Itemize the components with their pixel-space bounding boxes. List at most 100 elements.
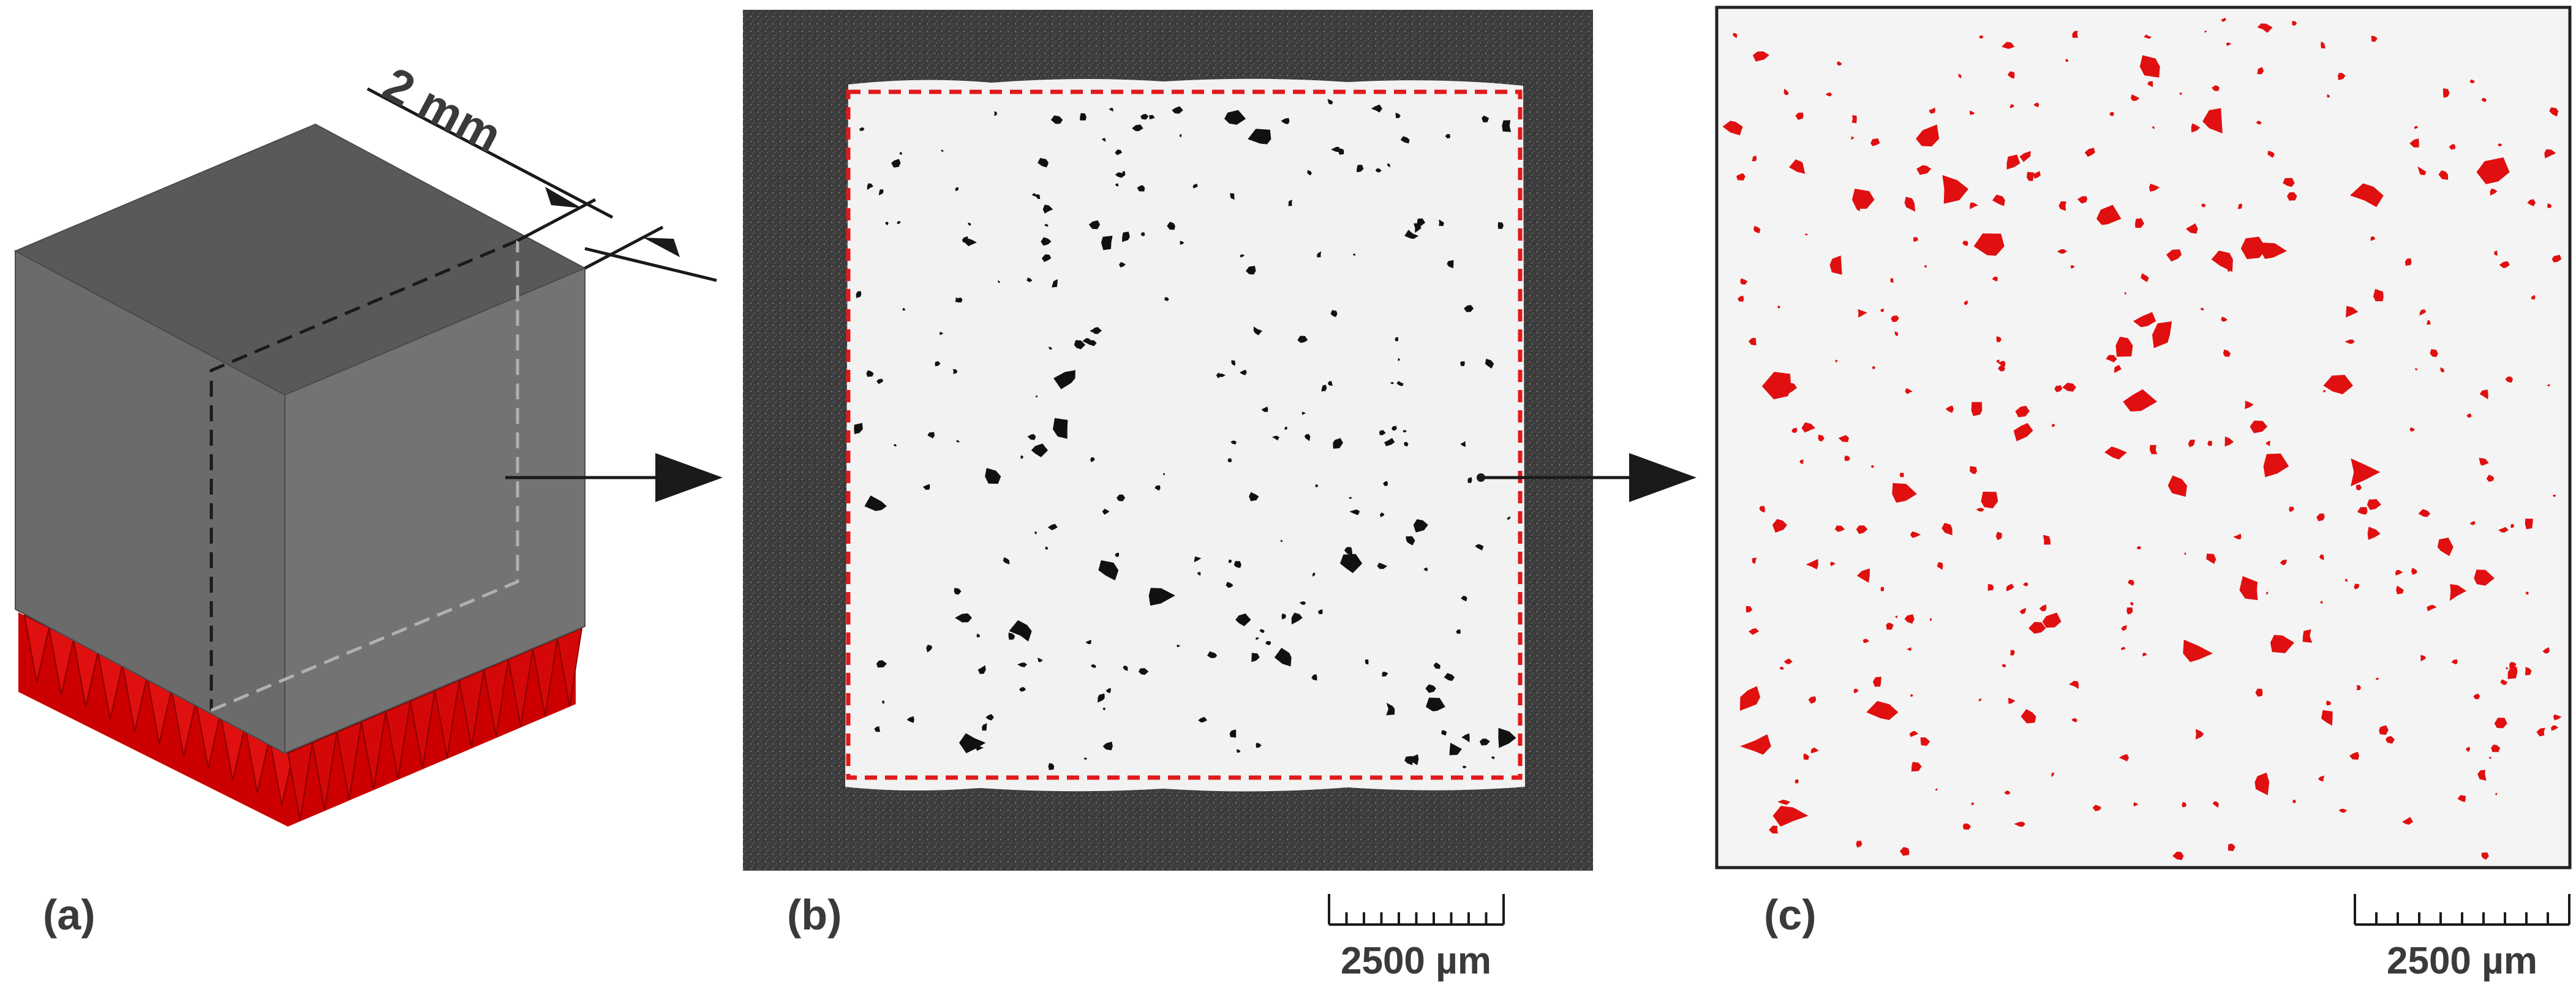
pore — [1047, 524, 1058, 530]
pore — [1970, 466, 1977, 475]
pore — [1464, 305, 1474, 312]
pore — [956, 440, 960, 443]
pore — [1102, 707, 1105, 710]
pore — [2551, 725, 2559, 731]
pore — [2451, 659, 2458, 665]
pore — [893, 444, 897, 447]
pore — [1164, 297, 1169, 301]
pore — [2292, 800, 2296, 803]
pore — [2323, 375, 2353, 394]
pore — [2008, 697, 2016, 704]
pore — [1271, 435, 1279, 441]
panel-c: (c) 2500 µm — [1715, 6, 2572, 982]
pore — [1230, 440, 1237, 445]
pore — [2375, 677, 2379, 680]
pore — [2201, 203, 2206, 208]
pores-dark — [854, 99, 1516, 770]
pore — [1177, 644, 1181, 648]
pore — [2135, 218, 2144, 228]
pore — [1375, 168, 1382, 173]
pore — [1395, 113, 1401, 118]
pore — [2349, 183, 2384, 208]
pore — [2147, 81, 2153, 88]
pore — [1425, 684, 1436, 693]
pore — [1048, 763, 1055, 770]
pore — [1074, 340, 1086, 350]
pore — [1085, 639, 1091, 644]
pore — [1038, 158, 1049, 168]
pore — [1789, 159, 1806, 174]
pore — [1945, 405, 1954, 413]
pore — [1338, 148, 1344, 155]
pore — [2183, 639, 2213, 662]
pore — [1907, 647, 1911, 651]
pore — [1447, 260, 1454, 269]
pore — [1924, 265, 1927, 268]
pore — [866, 370, 874, 377]
pore — [1315, 484, 1319, 487]
pore — [2326, 700, 2332, 706]
pore — [1935, 788, 1938, 791]
pore — [1737, 295, 1744, 302]
pore — [1321, 385, 1327, 392]
pore — [1224, 110, 1246, 125]
pore — [998, 280, 1000, 283]
pore — [2346, 306, 2359, 318]
pore — [2027, 171, 2035, 181]
pore — [1080, 113, 1087, 121]
pore — [2327, 94, 2330, 98]
pore — [1461, 596, 1467, 602]
pore — [1856, 525, 1868, 535]
pore — [2396, 585, 2404, 595]
pore — [2221, 17, 2226, 22]
pore — [1265, 641, 1271, 645]
pore — [1971, 802, 1975, 806]
pore — [864, 495, 887, 511]
pore — [2367, 527, 2381, 540]
pore — [1052, 279, 1058, 288]
pore — [1899, 472, 1904, 478]
pore — [856, 291, 862, 298]
pore — [1913, 237, 1918, 242]
pore — [2367, 499, 2381, 510]
scale-bar-b — [1328, 894, 1505, 926]
pore — [2184, 552, 2186, 555]
pore — [985, 714, 994, 721]
pore — [2109, 112, 2114, 116]
pore — [1449, 743, 1462, 756]
pore — [1251, 653, 1260, 662]
pore — [1248, 129, 1271, 144]
pore — [859, 127, 865, 131]
pore — [2552, 255, 2562, 263]
pore — [2256, 121, 2262, 125]
pore — [1423, 567, 1428, 572]
pore — [2547, 203, 2552, 208]
pore — [2479, 389, 2488, 400]
pore — [2499, 261, 2510, 269]
pore — [1916, 124, 1940, 147]
pore — [2420, 655, 2427, 662]
pore — [1462, 765, 1467, 768]
pore — [2039, 604, 2047, 612]
pore — [959, 733, 986, 754]
pore — [2065, 58, 2069, 62]
pore — [854, 422, 863, 434]
pore — [940, 332, 944, 336]
pore — [1853, 688, 1859, 694]
pore — [1962, 824, 1972, 830]
pore — [2136, 546, 2142, 550]
pore — [1995, 531, 2002, 541]
dimension-indicator — [366, 87, 717, 282]
pore — [2287, 192, 2297, 201]
pore — [1115, 183, 1118, 187]
pore — [2414, 126, 2419, 129]
support-tooth — [458, 669, 485, 748]
pore — [2349, 751, 2359, 760]
pore — [957, 298, 963, 302]
pore — [1498, 727, 1516, 748]
pore — [902, 308, 906, 311]
scale-bar-c — [2354, 894, 2570, 926]
pore — [1740, 734, 1771, 755]
pore — [1856, 841, 1862, 848]
